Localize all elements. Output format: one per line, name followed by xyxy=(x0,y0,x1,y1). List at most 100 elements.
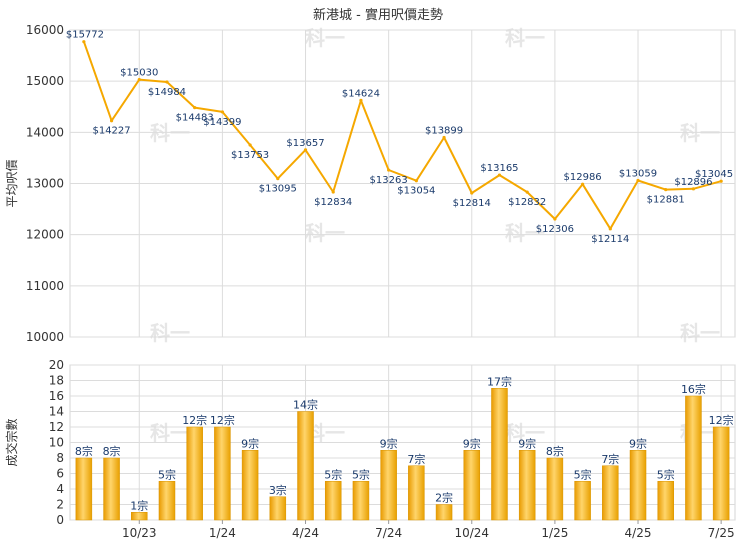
volume-bar xyxy=(518,450,536,521)
volume-bar xyxy=(269,496,287,521)
volume-data-label: 5宗 xyxy=(574,467,592,481)
volume-y-tick-label: 10 xyxy=(49,436,64,450)
price-data-label: $14399 xyxy=(203,117,241,128)
price-data-label: $13899 xyxy=(425,126,463,137)
price-point xyxy=(359,98,363,103)
volume-data-label: 1宗 xyxy=(130,498,148,512)
price-y-tick-label: 13000 xyxy=(26,177,64,191)
volume-series xyxy=(75,388,730,521)
x-tick-label: 10/24 xyxy=(454,526,489,540)
volume-data-label: 5宗 xyxy=(158,467,176,481)
price-data-label: $14984 xyxy=(148,87,186,98)
volume-y-tick-label: 0 xyxy=(56,513,64,527)
watermark: 科一 xyxy=(680,321,720,345)
price-data-label: $12832 xyxy=(508,197,546,208)
price-data-label: $13059 xyxy=(619,168,657,179)
price-y-tick-label: 12000 xyxy=(26,228,64,242)
volume-y-tick-label: 2 xyxy=(56,498,64,512)
watermark: 科一 xyxy=(150,321,190,345)
price-line-panel: 10000 11000 12000 13000 14000 15000 16000 平均呎價… xyxy=(5,23,736,344)
volume-y-tick-label: 18 xyxy=(49,374,64,388)
volume-bar xyxy=(657,481,674,521)
watermark: 科一 xyxy=(680,121,720,145)
x-tick-label: 4/25 xyxy=(625,526,652,540)
volume-bar xyxy=(131,512,148,521)
volume-bar xyxy=(214,426,231,521)
volume-bar xyxy=(685,395,702,521)
price-point xyxy=(664,187,668,192)
volume-bar xyxy=(158,481,176,521)
price-data-label: $12306 xyxy=(536,224,574,235)
volume-data-label: 16宗 xyxy=(681,382,706,396)
price-data-label: $14227 xyxy=(92,126,130,137)
volume-y-axis-label: 成交宗數 xyxy=(4,418,19,466)
volume-data-label: 9宗 xyxy=(518,436,536,450)
volume-data-label: 7宗 xyxy=(601,452,619,466)
volume-data-label: 5宗 xyxy=(352,467,370,481)
price-y-tick-label: 16000 xyxy=(26,23,64,37)
volume-bar xyxy=(546,457,564,521)
price-y-tick-label: 14000 xyxy=(26,125,64,139)
volume-data-label: 9宗 xyxy=(380,436,398,450)
volume-bar xyxy=(297,411,314,521)
price-data-label: $12986 xyxy=(564,172,602,183)
x-tick-label: 7/24 xyxy=(375,526,402,540)
volume-data-label: 8宗 xyxy=(103,444,121,458)
price-y-ticks: 10000 11000 12000 13000 14000 15000 16000 xyxy=(26,23,64,344)
x-tick-label: 1/24 xyxy=(209,526,236,540)
price-point xyxy=(248,143,252,147)
volume-y-tick-label: 20 xyxy=(49,358,64,372)
volume-data-label: 9宗 xyxy=(463,436,481,450)
price-data-label: $14624 xyxy=(342,88,380,99)
price-point xyxy=(331,190,335,194)
price-point xyxy=(691,187,696,191)
watermark: 科一 xyxy=(305,221,345,245)
volume-bar xyxy=(186,426,203,521)
price-point xyxy=(276,177,280,181)
volume-bar xyxy=(324,481,342,521)
price-line xyxy=(82,41,722,230)
volume-y-tick-label: 4 xyxy=(56,482,64,496)
volume-data-label: 5宗 xyxy=(657,467,675,481)
volume-y-tick-label: 16 xyxy=(49,389,64,403)
price-point xyxy=(193,106,197,110)
price-point xyxy=(608,227,612,231)
volume-data-label: 5宗 xyxy=(324,467,342,481)
x-axis-ticks: 10/23 1/24 4/24 7/24 10/24 1/25 4/25 7/25 xyxy=(122,520,735,540)
price-point xyxy=(82,40,86,44)
volume-bar xyxy=(352,481,370,521)
volume-bar xyxy=(491,388,508,521)
price-point xyxy=(303,148,308,152)
price-point xyxy=(414,179,418,183)
price-data-label: $13753 xyxy=(231,150,269,161)
volume-data-label: 14宗 xyxy=(293,398,318,412)
price-point xyxy=(553,217,557,221)
price-y-tick-label: 11000 xyxy=(26,279,64,293)
volume-bar xyxy=(629,450,647,521)
watermark: 科一 xyxy=(505,421,545,445)
price-data-labels: $15772 $14227 $15030 $14984 $14483$14399 $137… xyxy=(66,30,733,245)
volume-bar xyxy=(463,450,481,521)
price-data-label: $13054 xyxy=(397,186,435,197)
price-point xyxy=(525,190,529,194)
price-y-axis-label: 平均呎價 xyxy=(5,159,19,207)
volume-data-label: 3宗 xyxy=(269,483,287,497)
price-data-label: $13045 xyxy=(695,169,733,180)
price-point xyxy=(442,135,446,140)
price-point xyxy=(636,178,640,183)
price-data-label: $12834 xyxy=(314,197,352,208)
watermark: 科一 xyxy=(505,221,545,245)
price-point xyxy=(109,119,114,123)
x-tick-label: 7/25 xyxy=(708,526,735,540)
price-data-label: $12881 xyxy=(647,195,685,206)
volume-y-tick-label: 6 xyxy=(56,467,64,481)
volume-bar xyxy=(712,426,730,521)
volume-data-label: 12宗 xyxy=(182,413,207,427)
volume-bar xyxy=(435,504,453,521)
price-data-label: $13095 xyxy=(259,184,297,195)
x-tick-label: 4/24 xyxy=(292,526,319,540)
volume-data-label: 8宗 xyxy=(546,444,564,458)
watermark: 科一 xyxy=(150,421,190,445)
